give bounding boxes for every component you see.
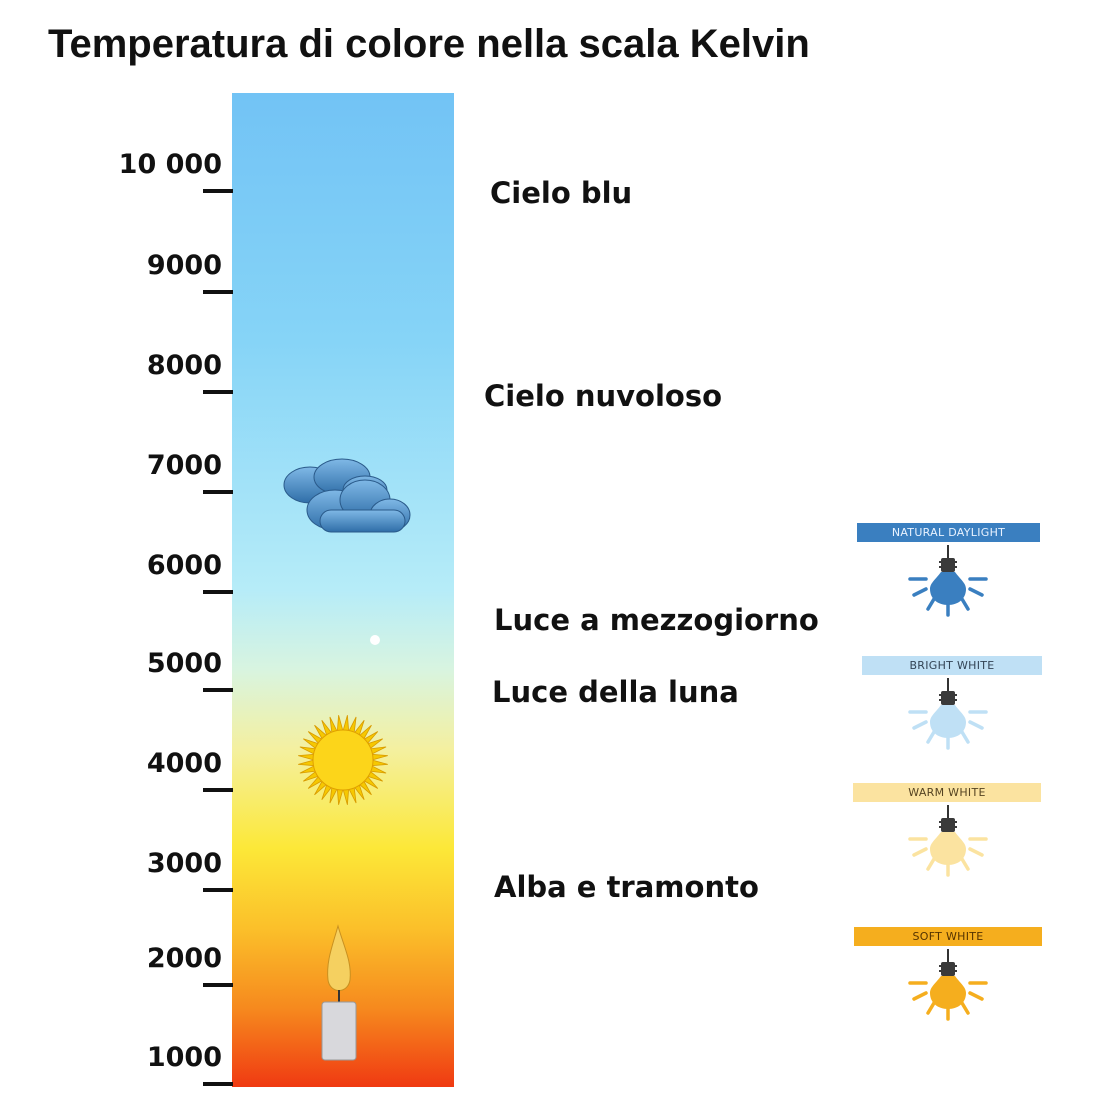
light-bulb-icon xyxy=(908,678,988,750)
tick-mark xyxy=(203,390,233,394)
bulb-label-box: SOFT WHITE xyxy=(854,927,1042,946)
tick-mark xyxy=(203,983,233,987)
tick-mark xyxy=(203,788,233,792)
label-alba-tramonto: Alba e tramonto xyxy=(494,870,759,904)
label-cielo-blu: Cielo blu xyxy=(490,176,633,210)
tick-label: 3000 xyxy=(146,848,222,879)
bulb-label-box: WARM WHITE xyxy=(853,783,1041,802)
label-luce-luna: Luce della luna xyxy=(492,675,739,709)
kelvin-gradient-bar xyxy=(232,93,454,1087)
bulb-label-box: NATURAL DAYLIGHT xyxy=(857,523,1040,542)
bulb-label-box: BRIGHT WHITE xyxy=(862,656,1042,675)
light-bulb-icon xyxy=(908,805,988,877)
sun-icon xyxy=(298,715,388,805)
light-bulb-icon xyxy=(908,949,988,1021)
tick-label: 1000 xyxy=(146,1042,222,1073)
tick-mark xyxy=(203,688,233,692)
page-title: Temperatura di colore nella scala Kelvin xyxy=(48,22,810,66)
label-luce-mezzogiorno: Luce a mezzogiorno xyxy=(494,603,819,637)
tick-mark xyxy=(203,189,233,193)
tick-mark xyxy=(203,290,233,294)
tick-label: 9000 xyxy=(146,250,222,281)
cloud-icon xyxy=(283,458,411,533)
candle-icon xyxy=(321,924,357,1061)
tick-label: 10 000 xyxy=(118,149,222,180)
tick-mark xyxy=(203,490,233,494)
light-bulb-icon xyxy=(908,545,988,617)
tick-label: 5000 xyxy=(146,648,222,679)
tick-mark xyxy=(203,888,233,892)
tick-label: 8000 xyxy=(146,350,222,381)
tick-label: 2000 xyxy=(146,943,222,974)
label-cielo-nuvoloso: Cielo nuvoloso xyxy=(484,379,723,413)
tick-mark xyxy=(203,590,233,594)
tick-label: 4000 xyxy=(146,748,222,779)
moon-dot-icon xyxy=(370,635,380,645)
tick-label: 6000 xyxy=(146,550,222,581)
tick-label: 7000 xyxy=(146,450,222,481)
tick-mark xyxy=(203,1082,233,1086)
